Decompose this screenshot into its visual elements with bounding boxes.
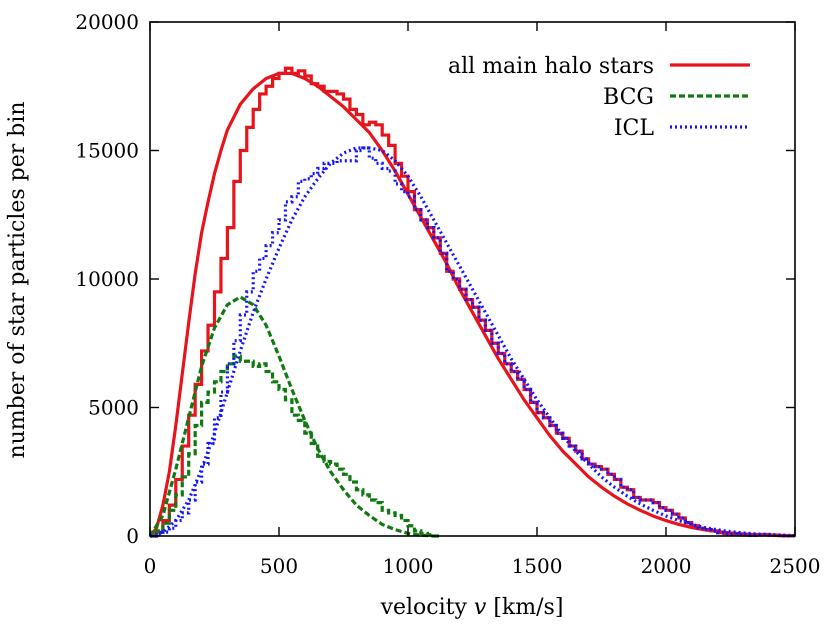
icl-fit-curve xyxy=(149,146,796,538)
y-tick-label: 20000 xyxy=(75,10,139,34)
x-tick-label: 2000 xyxy=(641,554,692,578)
y-tick-label: 15000 xyxy=(75,139,139,163)
y-tick-label: 5000 xyxy=(88,396,139,420)
legend-label-icl: ICL xyxy=(614,116,655,141)
legend: all main halo stars BCG ICL xyxy=(448,54,750,141)
x-tick-label: 1000 xyxy=(383,554,434,578)
x-tick-label: 1500 xyxy=(512,554,563,578)
x-tick-label: 0 xyxy=(144,554,157,578)
y-tick-label: 10000 xyxy=(75,267,139,291)
x-axis-title: velocity v [km/s] xyxy=(380,595,564,620)
plot-frame xyxy=(149,21,796,537)
series-layer xyxy=(148,66,796,538)
all-main-halo-stars-fit-curve xyxy=(148,71,796,538)
axis-ticks: 0 500 1000 1500 2000 2500 0 5000 10000 15000 20000 xyxy=(75,10,820,578)
legend-label-bcg: BCG xyxy=(603,85,654,110)
y-tick-label: 0 xyxy=(126,524,139,548)
bcg-histogram xyxy=(150,354,441,538)
x-tick-label: 2500 xyxy=(770,554,821,578)
plot-border xyxy=(149,21,796,537)
y-axis-title: number of star particles per bin xyxy=(5,101,30,458)
x-tick-label: 500 xyxy=(260,554,298,578)
icl-histogram xyxy=(150,146,795,538)
legend-label-all-main-halo-stars: all main halo stars xyxy=(448,54,654,79)
